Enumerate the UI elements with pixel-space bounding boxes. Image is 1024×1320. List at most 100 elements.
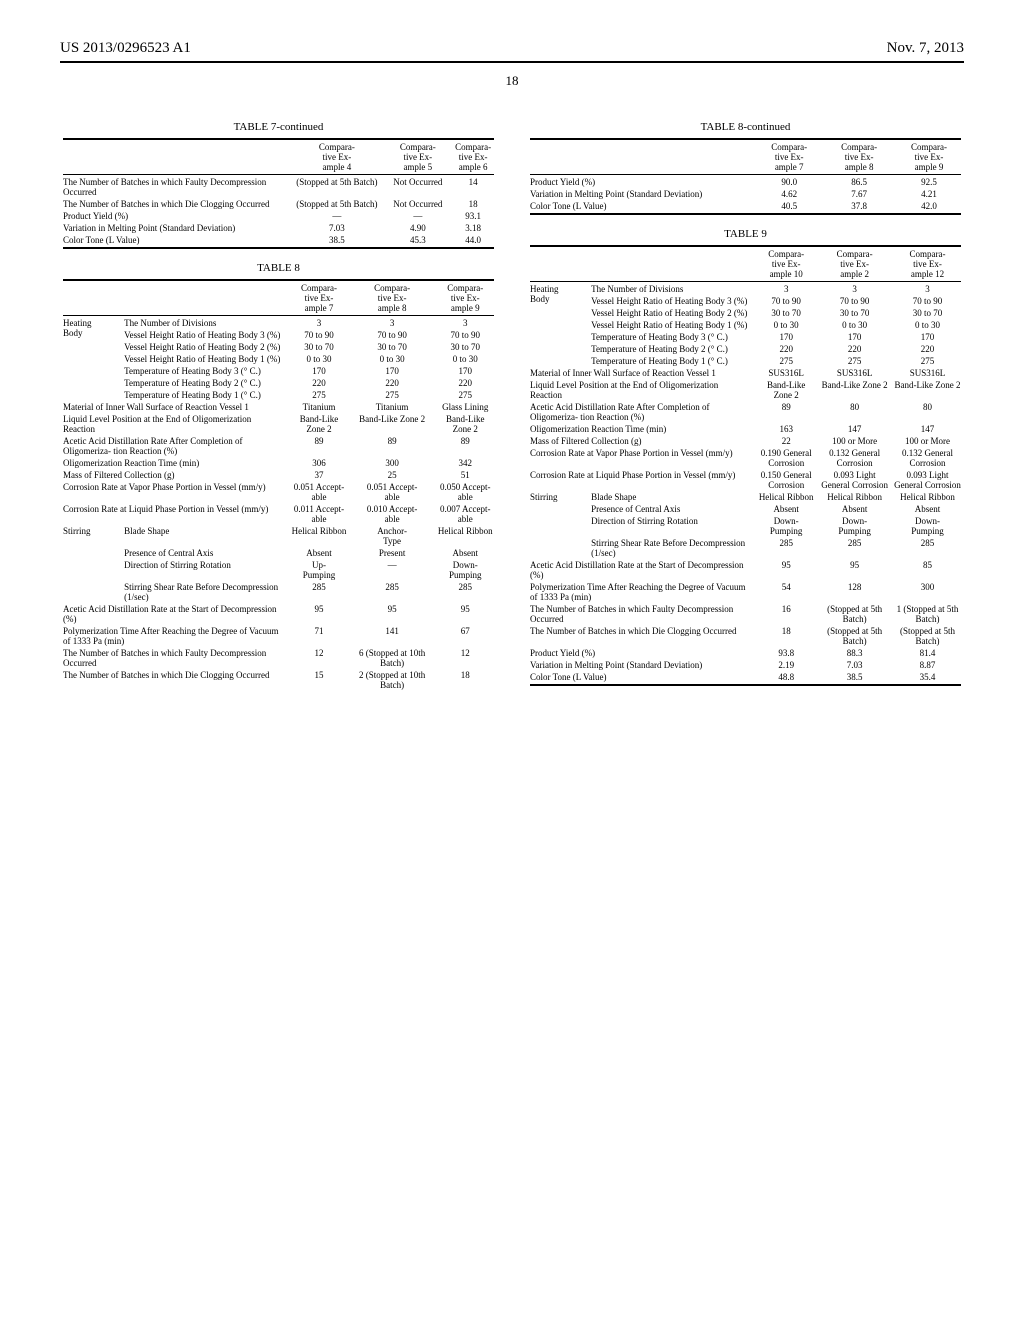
table-cell: 2.19 <box>754 659 818 671</box>
row-label: Corrosion Rate at Vapor Phase Portion in… <box>60 481 287 503</box>
table-row: Color Tone (L Value)40.537.842.0 <box>527 200 964 212</box>
table-cell: Helical Ribbon <box>287 525 351 547</box>
row-label: Acetic Acid Distillation Rate at the Sta… <box>60 603 287 625</box>
table9: Compara- tive Ex- ample 10 Compara- tive… <box>527 244 964 687</box>
table9-header-row: Compara- tive Ex- ample 10 Compara- tive… <box>527 248 964 280</box>
table-row: The Number of Batches in which Die Clogg… <box>527 625 964 647</box>
table-cell: 70 to 90 <box>754 295 818 307</box>
section-label: Stirring <box>527 491 588 559</box>
table-row: Vessel Height Ratio of Heating Body 1 (%… <box>60 353 497 365</box>
table-row: Temperature of Heating Body 2 (° C.)2202… <box>527 343 964 355</box>
table-cell: 4.90 <box>386 222 449 234</box>
table-row: Vessel Height Ratio of Heating Body 3 (%… <box>527 295 964 307</box>
page-header: US 2013/0296523 A1 Nov. 7, 2013 <box>60 40 964 57</box>
table-cell: 2 (Stopped at 10th Batch) <box>351 669 434 691</box>
table-row: Polymerization Time After Reaching the D… <box>527 581 964 603</box>
row-label: Product Yield (%) <box>60 210 287 222</box>
row-label: Stirring Shear Rate Before Decompression… <box>588 537 754 559</box>
table-cell: — <box>287 210 386 222</box>
row-label: Acetic Acid Distillation Rate After Comp… <box>527 401 754 423</box>
row-label: Presence of Central Axis <box>588 503 754 515</box>
table-cell: 80 <box>891 401 964 423</box>
table-cell: 0 to 30 <box>433 353 497 365</box>
table-row: Corrosion Rate at Vapor Phase Portion in… <box>60 481 497 503</box>
table-cell: 38.5 <box>818 671 891 683</box>
table-cell: 37 <box>287 469 351 481</box>
table-row: Variation in Melting Point (Standard Dev… <box>60 222 497 234</box>
table-cell: 30 to 70 <box>433 341 497 353</box>
table-cell: 170 <box>754 331 818 343</box>
table-row: Oligomerization Reaction Time (min)30630… <box>60 457 497 469</box>
row-label: Product Yield (%) <box>527 176 754 188</box>
table-cell: 285 <box>754 537 818 559</box>
table-cell: 7.67 <box>824 188 894 200</box>
row-label: The Number of Batches in which Faulty De… <box>60 647 287 669</box>
row-label: The Number of Batches in which Die Clogg… <box>60 669 287 691</box>
row-label: Blade Shape <box>121 525 287 547</box>
table-row: Polymerization Time After Reaching the D… <box>60 625 497 647</box>
table-row: Vessel Height Ratio of Heating Body 2 (%… <box>527 307 964 319</box>
table-cell: — <box>386 210 449 222</box>
table-cell: Absent <box>754 503 818 515</box>
row-label: Mass of Filtered Collection (g) <box>60 469 287 481</box>
table-cell: Band-Like Zone 2 <box>891 379 964 401</box>
row-label: Direction of Stirring Rotation <box>588 515 754 537</box>
table-row: Acetic Acid Distillation Rate at the Sta… <box>60 603 497 625</box>
table-cell: 170 <box>891 331 964 343</box>
table-cell: 342 <box>433 457 497 469</box>
table-row: Mass of Filtered Collection (g)22100 or … <box>527 435 964 447</box>
table-cell: 40.5 <box>754 200 824 212</box>
table-cell: (Stopped at 5th Batch) <box>891 625 964 647</box>
table-cell: 0.007 Accept- able <box>433 503 497 525</box>
table-cell: 14 <box>449 176 497 198</box>
row-label: The Number of Batches in which Die Clogg… <box>527 625 754 647</box>
table-cell: (Stopped at 5th Batch) <box>287 198 386 210</box>
table-cell: 285 <box>351 581 434 603</box>
row-label: Corrosion Rate at Liquid Phase Portion i… <box>527 469 754 491</box>
table-cell: 44.0 <box>449 234 497 246</box>
table-cell: 30 to 70 <box>754 307 818 319</box>
table-row: Variation in Melting Point (Standard Dev… <box>527 659 964 671</box>
table-row: Presence of Central AxisAbsentPresentAbs… <box>60 547 497 559</box>
row-label: Temperature of Heating Body 3 (° C.) <box>121 365 287 377</box>
row-label: Vessel Height Ratio of Heating Body 1 (%… <box>588 319 754 331</box>
table-cell: Down- Pumping <box>433 559 497 581</box>
right-column: TABLE 8-continued Compara- tive Ex- ampl… <box>527 109 964 691</box>
table-cell: 3 <box>433 317 497 329</box>
table-cell: 48.8 <box>754 671 818 683</box>
section-label: HeatingBody <box>60 317 121 401</box>
table-cell: 1 (Stopped at 5th Batch) <box>891 603 964 625</box>
table-cell: 89 <box>754 401 818 423</box>
table-cell: Down- Pumping <box>891 515 964 537</box>
row-label: Material of Inner Wall Surface of Reacti… <box>527 367 754 379</box>
table-row: Liquid Level Position at the End of Olig… <box>60 413 497 435</box>
table-row: StirringBlade ShapeHelical RibbonHelical… <box>527 491 964 503</box>
table-row: Variation in Melting Point (Standard Dev… <box>527 188 964 200</box>
table-cell: 95 <box>433 603 497 625</box>
table-cell: 0.010 Accept- able <box>351 503 434 525</box>
table-cell: (Stopped at 5th Batch) <box>818 603 891 625</box>
row-label: Oligomerization Reaction Time (min) <box>527 423 754 435</box>
table-cell: 81.4 <box>891 647 964 659</box>
table-cell: 170 <box>433 365 497 377</box>
table-cell: 220 <box>754 343 818 355</box>
section-label: HeatingBody <box>527 283 588 367</box>
table-cell: SUS316L <box>754 367 818 379</box>
table-row: Product Yield (%)——93.1 <box>60 210 497 222</box>
table-row: The Number of Batches in which Faulty De… <box>60 176 497 198</box>
table-cell: 306 <box>287 457 351 469</box>
table-cell: 275 <box>818 355 891 367</box>
table-cell: 0 to 30 <box>287 353 351 365</box>
table9-title: TABLE 9 <box>527 228 964 240</box>
table-cell: 170 <box>287 365 351 377</box>
table-cell: 35.4 <box>891 671 964 683</box>
row-label: Liquid Level Position at the End of Olig… <box>527 379 754 401</box>
table-cell: 170 <box>351 365 434 377</box>
table-row: Oligomerization Reaction Time (min)16314… <box>527 423 964 435</box>
table-cell: 0.093 Light General Corrosion <box>818 469 891 491</box>
table-cell: 30 to 70 <box>818 307 891 319</box>
row-label: Color Tone (L Value) <box>527 671 754 683</box>
table-cell: 18 <box>754 625 818 647</box>
table-cell: (Stopped at 5th Batch) <box>818 625 891 647</box>
row-label: Vessel Height Ratio of Heating Body 1 (%… <box>121 353 287 365</box>
